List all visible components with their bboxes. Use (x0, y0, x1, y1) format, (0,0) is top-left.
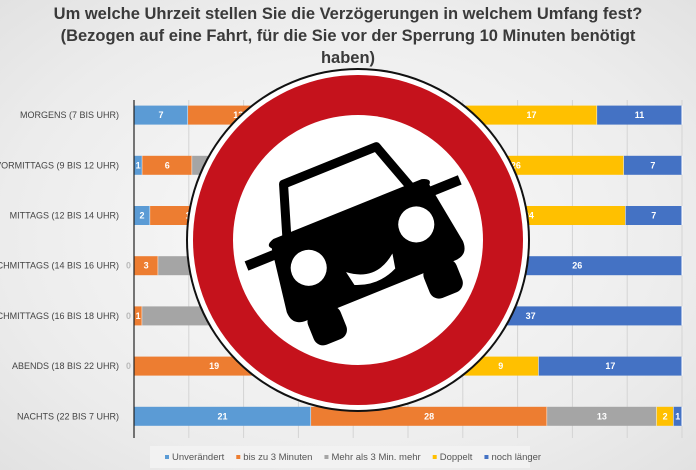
bar-segment (134, 206, 151, 225)
legend-label: bis zu 3 Minuten (243, 452, 312, 463)
data-label: 26 (511, 160, 521, 170)
bar-segment (623, 155, 682, 175)
legend-swatch (324, 455, 329, 459)
data-label: 0 (126, 311, 131, 321)
bar-segment (134, 306, 143, 326)
category-label: MORGENS (7 BIS UHR) (20, 110, 119, 120)
bar-segment (134, 155, 143, 175)
title-line-1: Um welche Uhrzeit stellen Sie die Verzög… (53, 5, 643, 23)
category-label: VORMITTAGS (9 BIS 12 UHR) (0, 160, 119, 170)
legend-swatch (484, 455, 489, 459)
legend-label: Doppelt (440, 452, 473, 463)
data-label: 13 (233, 110, 243, 120)
car-icon (244, 142, 465, 346)
legend-label: Unverändert (172, 452, 225, 463)
data-label: 1 (136, 160, 141, 170)
bar-segment (625, 206, 682, 225)
bar-segment (134, 406, 312, 426)
data-label: 7 (650, 160, 655, 170)
legend-swatch (165, 455, 169, 459)
data-label: 1 (136, 311, 141, 321)
data-label: 19 (209, 361, 219, 371)
data-label: 9 (498, 361, 503, 371)
category-label: NACHTS (22 BIS 7 UHR) (17, 411, 119, 421)
data-label: 21 (218, 411, 228, 421)
data-label: 37 (526, 311, 536, 321)
data-label: 26 (572, 261, 582, 271)
bar-segment (597, 105, 682, 125)
data-label: 2 (663, 411, 668, 421)
category-labels: MORGENS (7 BIS UHR) VORMITTAGS (9 BIS 12 … (0, 110, 119, 421)
data-label: 13 (597, 411, 607, 421)
data-label: 0 (126, 261, 131, 271)
data-label: 1 (675, 411, 680, 421)
bar-segment (547, 406, 657, 426)
chart-title: Um welche Uhrzeit stellen Sie die Verzög… (0, 3, 696, 69)
bar-segment (462, 356, 539, 376)
title-line-2: (Bezogen auf eine Fahrt, für die Sie vor… (60, 27, 636, 45)
bar-segment (656, 406, 674, 426)
data-label: 17 (605, 361, 615, 371)
data-label: 2 (140, 211, 145, 221)
bar-segment (465, 105, 598, 125)
category-label: ABENDS (18 BIS 22 UHR) (12, 361, 119, 371)
data-label: 0 (126, 361, 131, 371)
data-label: 7 (159, 110, 164, 120)
traffic-sign-icon (186, 68, 530, 412)
data-label: 3 (144, 261, 149, 271)
legend-swatch (236, 455, 241, 459)
data-label: 11 (635, 110, 645, 120)
legend-swatch (432, 455, 437, 459)
category-label: NACHMITTAGS (16 BIS 18 UHR) (0, 311, 119, 321)
data-label: 24 (524, 211, 534, 221)
data-label: 17 (526, 110, 536, 120)
title-line-3: haben) (320, 49, 376, 67)
legend-label: noch länger (491, 452, 541, 463)
legend-box (150, 446, 530, 468)
data-label: 28 (424, 411, 434, 421)
bar-segment (134, 256, 159, 276)
bar-segment (142, 155, 193, 175)
bar-segment (673, 406, 682, 426)
data-label: 7 (651, 211, 656, 221)
bar-segment (134, 105, 189, 125)
legend: Unverändert bis zu 3 Minuten Mehr als 3 Mi… (165, 452, 541, 463)
legend-label: Mehr als 3 Min. mehr (331, 452, 420, 463)
category-label: MITTAGS (12 BIS 14 UHR) (10, 211, 119, 221)
bar-segment (538, 356, 682, 376)
category-label: NACHMITTAGS (14 BIS 16 UHR) (0, 261, 119, 271)
data-label: 6 (165, 160, 170, 170)
